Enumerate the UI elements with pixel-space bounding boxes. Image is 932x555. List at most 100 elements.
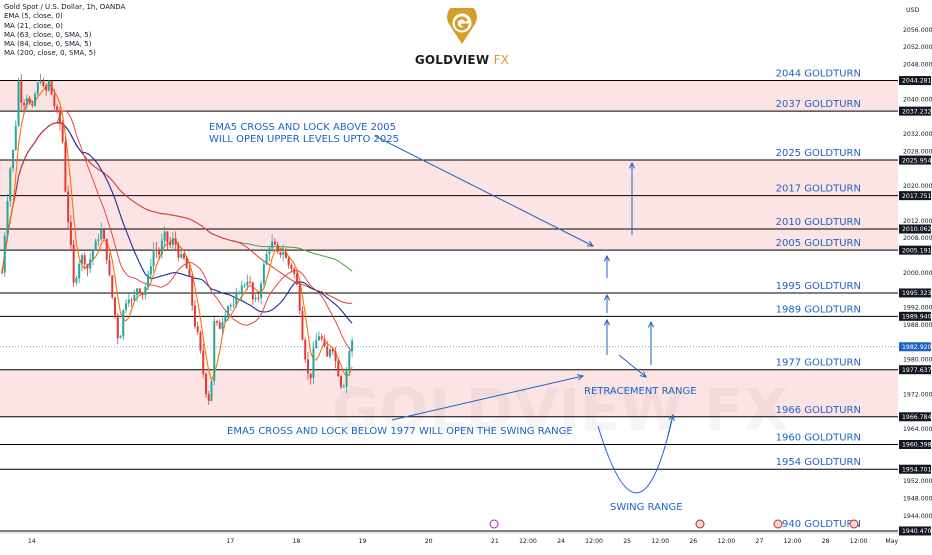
- level-label: 1995 GOLDTURN: [776, 281, 861, 292]
- candle-body: [301, 310, 304, 340]
- candle-body: [262, 264, 265, 284]
- y-tick-label: 1948.000: [903, 495, 932, 502]
- candle-body: [155, 249, 158, 252]
- candle-body: [160, 240, 163, 255]
- brand-name: GOLDVIEW FX: [414, 53, 510, 67]
- indicator-ma63[interactable]: MA (63, close, 0, SMA, 5): [4, 30, 92, 39]
- candle-body: [298, 284, 301, 311]
- candle-body: [64, 141, 67, 192]
- x-tick-label: 27: [756, 538, 764, 545]
- lower-note-text: EMA5 CROSS AND LOCK BELOW 1977 WILL OPEN…: [227, 426, 573, 437]
- candle-body: [100, 229, 103, 240]
- y-tick-label: 2028.000: [903, 148, 932, 155]
- indicator-ma84[interactable]: MA (84, close, 0, SMA, 5): [4, 40, 92, 49]
- x-tick-label: 20: [425, 538, 433, 545]
- candle-body: [340, 376, 343, 387]
- y-tick-label: 1944.000: [903, 513, 932, 520]
- candle-body: [282, 252, 285, 256]
- candle-body: [193, 305, 196, 327]
- candle-body: [337, 360, 340, 377]
- candle-body: [102, 229, 105, 239]
- y-tick-label: 1972.000: [903, 391, 932, 398]
- candle-body: [119, 336, 122, 339]
- candle-body: [83, 255, 86, 265]
- candle-body: [199, 332, 202, 351]
- y-tick-label: 2032.000: [903, 131, 932, 138]
- y-tick-label: 2008.000: [903, 235, 932, 242]
- candle-body: [25, 98, 28, 106]
- candle-body: [174, 238, 177, 245]
- y-tick-label: 2040.000: [903, 96, 932, 103]
- candle-body: [78, 263, 81, 279]
- upper-note-text: EMA5 CROSS AND LOCK ABOVE 2005: [209, 122, 396, 133]
- candle-body: [47, 81, 50, 91]
- brand-logo: GOLDVIEW FX: [412, 3, 512, 67]
- swing-range-arrow-head: [668, 413, 675, 421]
- candle-body: [116, 315, 119, 339]
- candle-body: [3, 235, 6, 273]
- level-label: 2010 GOLDTURN: [776, 217, 861, 228]
- candle-body: [273, 241, 276, 245]
- level-label: 2025 GOLDTURN: [776, 148, 861, 159]
- candle-body: [45, 85, 48, 91]
- y-tick-label: 1992.000: [903, 305, 932, 312]
- candle-body: [75, 278, 78, 283]
- candle-body: [97, 239, 100, 241]
- event-marker: [489, 519, 499, 529]
- candle-body: [224, 315, 227, 322]
- indicator-ma21[interactable]: MA (21, close, 0): [4, 21, 63, 30]
- level-badge-text: 1960.398: [902, 442, 932, 449]
- candle-body: [243, 285, 246, 287]
- level-badge: [899, 106, 931, 116]
- x-tick-label: 25: [623, 538, 631, 545]
- target-arrow-1989-head: [603, 318, 611, 326]
- x-tick-label: 12:00: [585, 538, 603, 545]
- candle-body: [323, 339, 326, 347]
- indicator-ema5[interactable]: EMA (5, close, 0): [4, 12, 63, 21]
- candle-body: [56, 106, 59, 111]
- candle-body: [1, 272, 3, 274]
- lower-note-arrow-head: [577, 374, 585, 381]
- candle-body: [28, 98, 31, 104]
- candle-body: [290, 265, 293, 269]
- candle-body: [240, 285, 243, 293]
- candle-body: [9, 168, 12, 201]
- candle-body: [329, 349, 332, 357]
- candle-body: [334, 351, 337, 361]
- x-tick-label: 24: [557, 538, 565, 545]
- level-badge-text: 1995.323: [902, 290, 932, 297]
- flag-marker-us: [773, 519, 783, 529]
- candle-body: [251, 282, 254, 300]
- x-tick-label: 12:00: [850, 538, 868, 545]
- candle-body: [136, 288, 139, 296]
- candle-body: [14, 125, 17, 150]
- candle-body: [58, 110, 61, 124]
- candle-body: [279, 251, 282, 256]
- candle-body: [188, 268, 191, 276]
- level-badge-text: 1954.701: [902, 466, 932, 473]
- candle-body: [130, 299, 133, 301]
- candle-body: [23, 102, 26, 106]
- candle-body: [221, 321, 224, 329]
- candle-body: [138, 288, 141, 293]
- level-badge: [899, 439, 931, 449]
- candle-body: [152, 249, 155, 267]
- flag-marker-us: [849, 519, 859, 529]
- candle-body: [210, 381, 213, 401]
- level-badge-text: 2037.232: [902, 108, 932, 115]
- candle-body: [202, 350, 205, 374]
- x-tick-label: 12:00: [519, 538, 537, 545]
- candle-body: [108, 259, 111, 276]
- candle-body: [304, 339, 307, 360]
- candle-body: [306, 359, 309, 374]
- indicator-ma200[interactable]: MA (200, close, 0, SMA, 5): [4, 49, 96, 58]
- level-label: 1977 GOLDTURN: [776, 358, 861, 369]
- time-axis: [0, 533, 932, 550]
- candle-body: [125, 303, 128, 311]
- candle-body: [238, 292, 241, 294]
- y-tick-label: 2000.000: [903, 270, 932, 277]
- goldview-logo-icon: [447, 3, 477, 45]
- lower-note-arrow: [391, 375, 584, 421]
